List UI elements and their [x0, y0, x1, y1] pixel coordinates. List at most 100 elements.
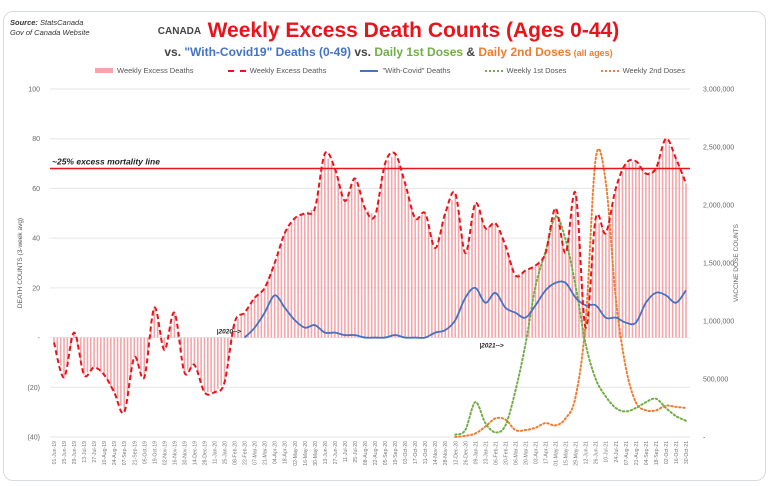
bar	[514, 275, 517, 338]
bar	[293, 218, 296, 338]
legend-item-covid: "With-Covid" Deaths	[360, 66, 450, 75]
bar	[658, 158, 661, 338]
x-tick-label: 22-Aug-20	[373, 441, 379, 465]
bar	[133, 337, 136, 358]
bar	[625, 163, 627, 338]
bar	[86, 337, 89, 373]
x-tick-label: 14-Dec-19	[192, 441, 198, 465]
bar	[400, 173, 403, 338]
bar	[344, 200, 346, 338]
x-tick-label: 25-Jan-20	[223, 441, 229, 464]
bar	[507, 255, 510, 338]
bar	[494, 223, 497, 338]
bar	[387, 160, 390, 338]
chart-title: CANADA Weekly Excess Death Counts (Ages …	[0, 19, 777, 43]
x-tick-label: 29-May-21	[574, 441, 580, 466]
bar	[364, 208, 366, 338]
bar	[434, 248, 437, 338]
x-tick-label: 14-Nov-20	[433, 441, 439, 465]
title-main: Weekly Excess Death Counts (Ages 0-44)	[207, 19, 620, 42]
x-tick-label: 28-Nov-20	[443, 441, 449, 465]
bar	[277, 253, 279, 338]
x-tick-label: 16-Oct-21	[674, 441, 680, 464]
x-tick-label: 30-Nov-19	[182, 441, 188, 465]
bar	[146, 337, 149, 355]
bar	[267, 279, 269, 338]
threshold-label: ~25% excess mortality line	[52, 157, 160, 167]
bar	[186, 337, 189, 370]
x-tick-label: 31-Oct-20	[423, 441, 429, 464]
bar	[491, 224, 493, 338]
source-note: Source: StatsCanada Gov of Canada Websit…	[10, 18, 90, 38]
bar	[414, 218, 416, 338]
x-tick-label: 19-Oct-19	[152, 441, 158, 464]
bar	[528, 268, 530, 338]
bar	[598, 223, 600, 338]
x-tick-label: 12-Jun-21	[584, 441, 590, 464]
bar	[126, 337, 129, 394]
bar	[594, 218, 597, 338]
subtitle-allages: (all ages)	[571, 48, 613, 58]
bar	[180, 337, 182, 353]
bar	[394, 153, 396, 338]
bar	[347, 193, 350, 338]
series-dose1-line	[454, 215, 687, 436]
x-tick-label: 15-Jun-19	[62, 441, 68, 464]
bar	[561, 238, 564, 338]
bar	[223, 337, 226, 383]
bar	[681, 175, 684, 338]
y2-tick-label: 500,000	[703, 377, 728, 384]
bar	[675, 158, 677, 338]
bar	[270, 271, 273, 338]
bar	[324, 153, 326, 338]
bar	[578, 238, 580, 338]
bar	[257, 294, 259, 338]
bar	[614, 188, 617, 338]
bar	[273, 263, 276, 338]
x-tick-label: 27-Jun-20	[333, 441, 339, 464]
bar	[571, 213, 574, 338]
bar	[481, 219, 483, 338]
bar	[541, 257, 544, 338]
x-tick-label: 06-Mar-21	[513, 441, 519, 465]
x-tick-label: 03-Oct-20	[403, 441, 409, 464]
bar	[645, 173, 647, 338]
bar	[474, 203, 477, 338]
bar	[635, 161, 637, 338]
bar	[441, 224, 443, 338]
bar	[196, 337, 199, 375]
bar	[190, 337, 192, 368]
bar	[431, 236, 433, 338]
x-tick-label: 05-Oct-19	[142, 441, 148, 464]
bar	[330, 163, 333, 338]
legend-swatch-excess-line	[227, 69, 246, 72]
bar	[464, 253, 467, 338]
subtitle-dose1: Daily 1st Doses	[374, 45, 464, 59]
bar	[350, 185, 353, 338]
subtitle-covid: "With-Covid19" Deaths (0-49)	[184, 45, 351, 59]
bar	[357, 188, 360, 338]
bar	[83, 337, 85, 375]
legend-item-bars: Weekly Excess Deaths	[95, 66, 194, 75]
x-tick-label: 08-Feb-20	[233, 441, 239, 465]
legend-swatch-dose2	[600, 69, 619, 72]
bar	[310, 209, 313, 338]
bar	[581, 282, 584, 338]
chart-subtitle: vs. "With-Covid19" Deaths (0-49) vs. Dai…	[0, 45, 777, 59]
bar	[641, 169, 644, 338]
x-tick-label: 09-Jan-21	[473, 441, 479, 464]
x-tick-label: 24-Jul-21	[614, 441, 620, 463]
bar	[604, 233, 607, 338]
legend-item-dose1: Weekly 1st Doses	[484, 66, 566, 75]
bar	[521, 272, 523, 338]
bar	[384, 163, 386, 338]
bar	[421, 214, 423, 338]
bar	[280, 243, 283, 338]
bar	[240, 316, 243, 338]
bar	[511, 265, 513, 338]
bar	[290, 223, 293, 338]
y-tick-label: 40	[32, 236, 40, 243]
bar	[447, 206, 450, 338]
bar	[130, 337, 132, 376]
